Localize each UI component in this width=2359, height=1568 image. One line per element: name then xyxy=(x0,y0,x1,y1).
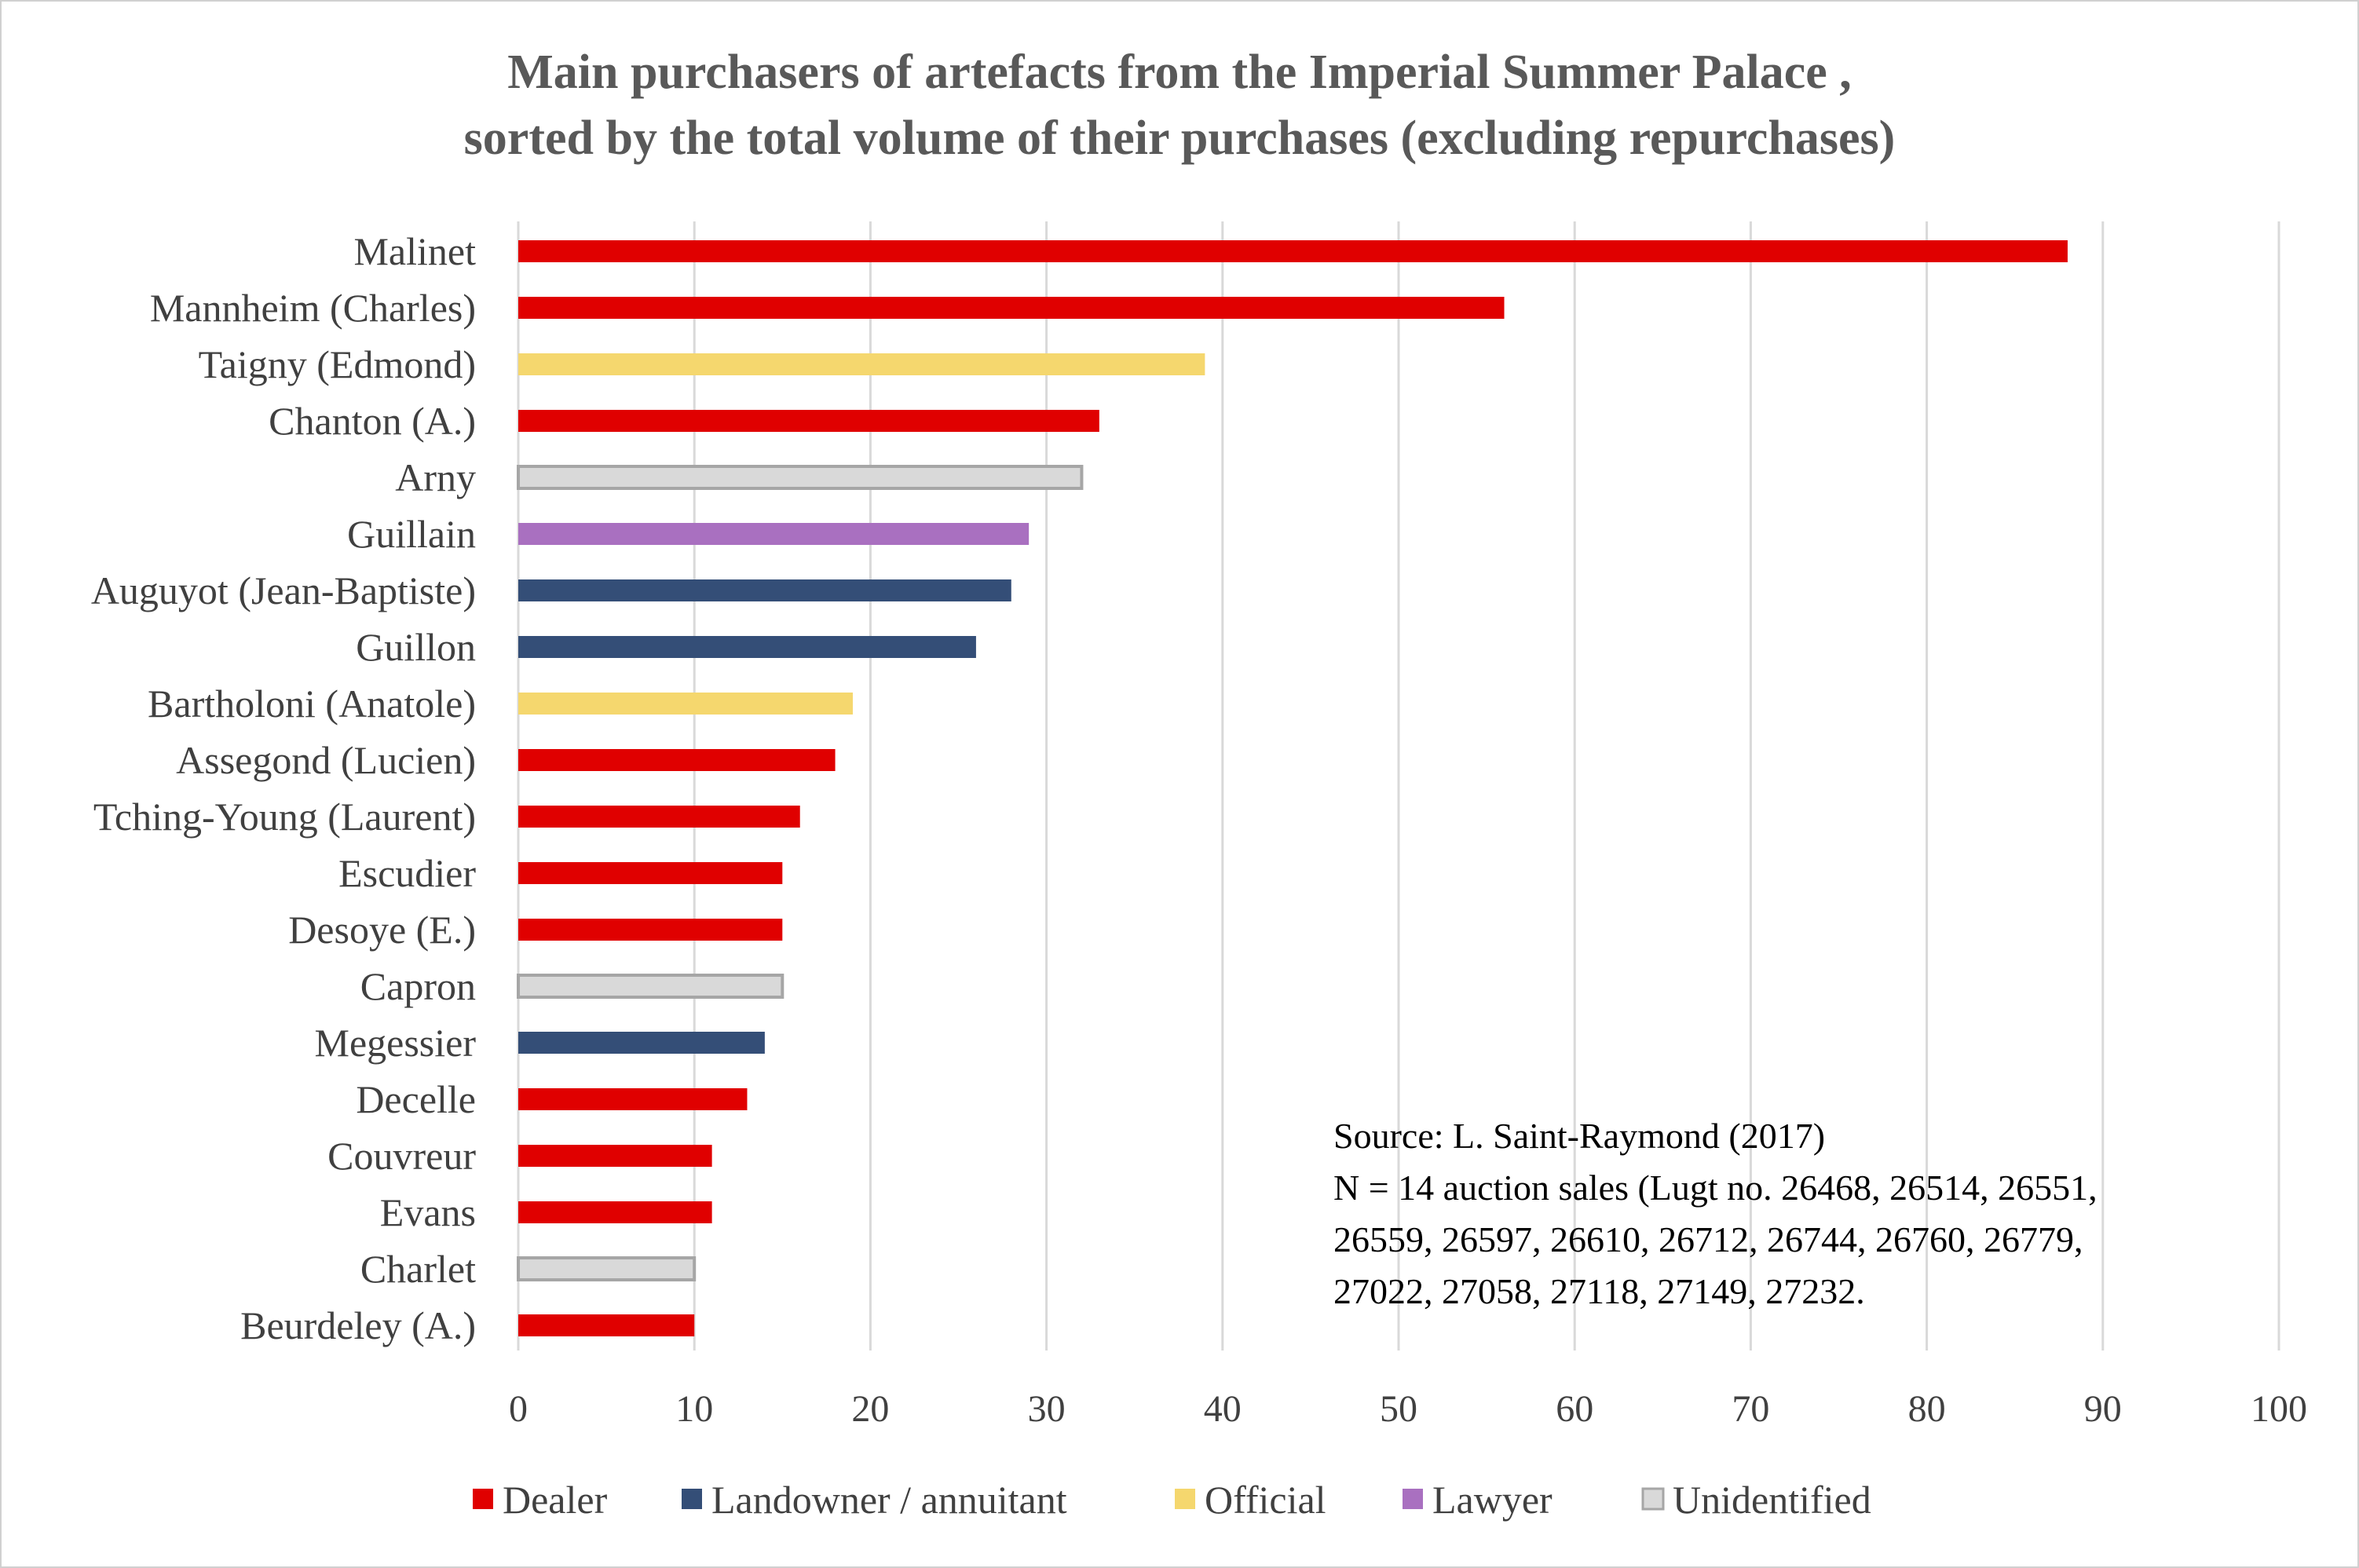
category-label: Taigny (Edmond) xyxy=(199,342,476,386)
category-label: Desoye (E.) xyxy=(288,908,476,952)
bar-decelle xyxy=(518,1088,748,1110)
legend-label-lawyer: Lawyer xyxy=(1432,1478,1553,1522)
bar-assegond-lucien xyxy=(518,749,836,771)
bar-chanton-a xyxy=(518,410,1099,432)
x-tick-label: 60 xyxy=(1556,1388,1593,1430)
bar-evans xyxy=(518,1201,712,1223)
category-label: Mannheim (Charles) xyxy=(150,286,476,330)
bar-charlet xyxy=(517,1256,697,1281)
x-tick-label: 70 xyxy=(1732,1388,1769,1430)
bar-mannheim-charles xyxy=(518,297,1505,319)
category-label: Guillain xyxy=(347,512,476,556)
category-label: Evans xyxy=(380,1190,476,1234)
bar-auguyot-jean-baptiste xyxy=(518,579,1011,601)
category-label: Charlet xyxy=(360,1247,476,1291)
x-tick-label: 80 xyxy=(1908,1388,1946,1430)
x-tick-label: 90 xyxy=(2084,1388,2122,1430)
x-tick-label: 40 xyxy=(1204,1388,1242,1430)
legend-swatch-landowner-annuitant xyxy=(682,1489,702,1509)
category-label: Escudier xyxy=(338,851,476,895)
source-note-line-2: N = 14 auction sales (Lugt no. 26468, 26… xyxy=(1333,1168,2097,1208)
bar-guillain xyxy=(518,523,1030,545)
chart-title-line-2: sorted by the total volume of their purc… xyxy=(464,111,1896,165)
source-note-line-3: 26559, 26597, 26610, 26712, 26744, 26760… xyxy=(1333,1219,2083,1259)
category-label: Megessier xyxy=(315,1021,477,1065)
bar-capron xyxy=(517,974,785,999)
bar-tching-young-laurent xyxy=(518,806,800,828)
legend-swatch-unidentified xyxy=(1641,1487,1665,1511)
x-axis-tick-labels: 0 10 20 30 40 50 60 70 80 90 100 xyxy=(509,1388,2307,1430)
x-tick-label: 20 xyxy=(851,1388,889,1430)
category-label: Tching-Young (Laurent) xyxy=(93,795,476,839)
bar-guillon xyxy=(518,636,976,658)
category-label: Capron xyxy=(360,964,476,1008)
category-label: Malinet xyxy=(353,229,476,273)
legend: Dealer Landowner / annuitant Official Lawye… xyxy=(473,1478,1871,1522)
x-tick-label: 30 xyxy=(1028,1388,1066,1430)
bar-megessier xyxy=(518,1032,765,1054)
bar-couvreur xyxy=(518,1145,712,1167)
category-label: Guillon xyxy=(356,625,476,669)
bar-taigny-edmond xyxy=(518,353,1205,375)
category-label: Decelle xyxy=(356,1077,476,1121)
legend-label-landowner-annuitant: Landowner / annuitant xyxy=(711,1478,1067,1522)
category-label: Bartholoni (Anatole) xyxy=(148,682,476,726)
category-label: Beurdeley (A.) xyxy=(240,1303,476,1347)
category-label: Chanton (A.) xyxy=(269,399,476,443)
bar-desoye-e xyxy=(518,919,783,941)
category-label: Couvreur xyxy=(327,1134,476,1178)
bar-bartholoni-anatole xyxy=(518,693,853,715)
x-tick-label: 0 xyxy=(509,1388,528,1430)
x-tick-label: 50 xyxy=(1380,1388,1417,1430)
chart-title-line-1: Main purchasers of artefacts from the Im… xyxy=(507,46,1852,99)
category-label: Arny xyxy=(395,455,476,499)
source-note-line-4: 27022, 27058, 27118, 27149, 27232. xyxy=(1333,1271,1865,1311)
bars xyxy=(517,240,2068,1336)
category-labels: Malinet Mannheim (Charles) Taigny (Edmond)… xyxy=(91,229,477,1347)
legend-label-official: Official xyxy=(1205,1478,1326,1522)
x-tick-label: 10 xyxy=(675,1388,713,1430)
legend-swatch-dealer xyxy=(473,1489,493,1509)
bar-arny xyxy=(517,465,1084,490)
category-label: Auguyot (Jean-Baptiste) xyxy=(91,568,476,612)
legend-swatch-official xyxy=(1175,1489,1195,1509)
bar-malinet xyxy=(518,240,2068,262)
bar-escudier xyxy=(518,862,783,884)
source-note-line-1: Source: L. Saint-Raymond (2017) xyxy=(1333,1116,1825,1156)
bar-beurdeley-a xyxy=(518,1314,695,1336)
legend-label-unidentified: Unidentified xyxy=(1673,1478,1871,1522)
source-note: Source: L. Saint-Raymond (2017) N = 14 a… xyxy=(1333,1116,2097,1311)
x-tick-label: 100 xyxy=(2251,1388,2307,1430)
chart-title: Main purchasers of artefacts from the Im… xyxy=(464,46,1896,165)
legend-swatch-lawyer xyxy=(1403,1489,1423,1509)
category-label: Assegond (Lucien) xyxy=(176,738,476,782)
legend-label-dealer: Dealer xyxy=(503,1478,608,1522)
